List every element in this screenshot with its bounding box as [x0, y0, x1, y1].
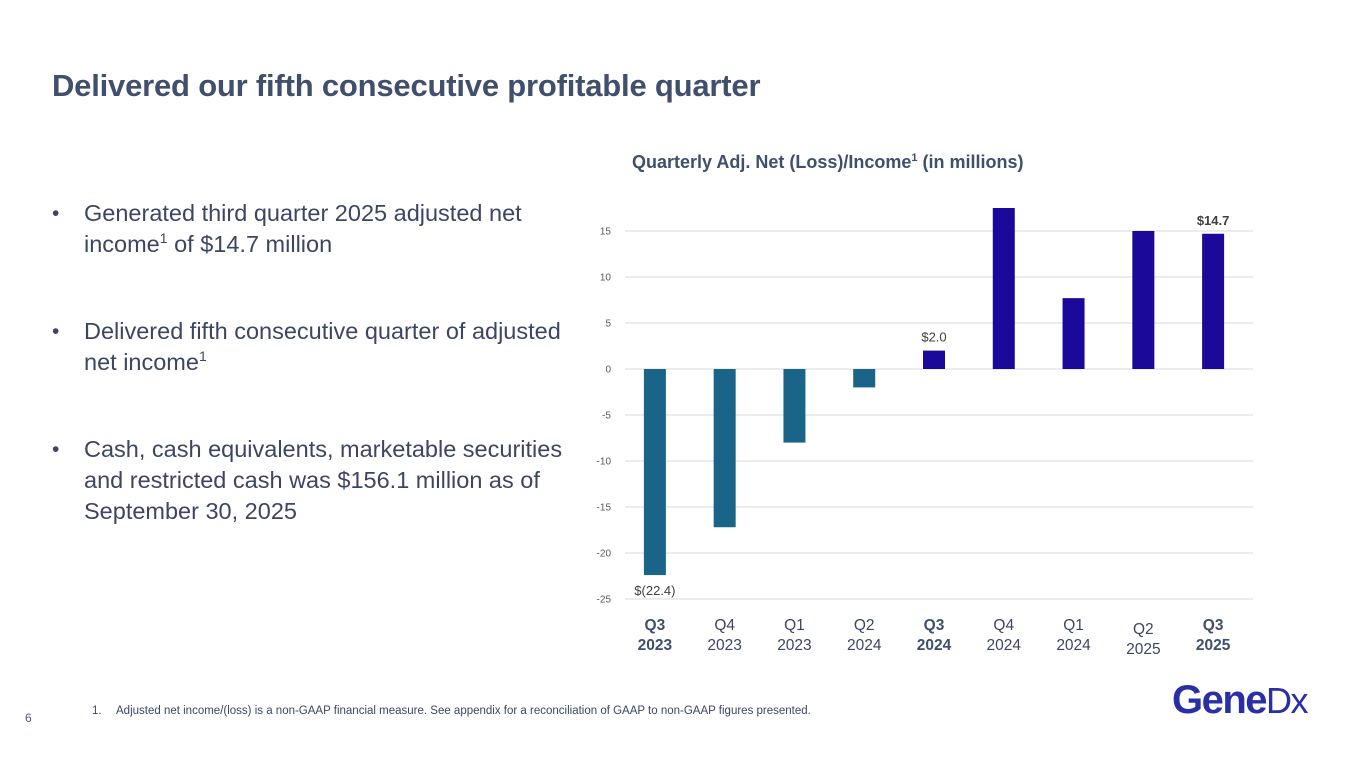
bullet-text: Generated third quarter 2025 adjusted ne…	[84, 200, 522, 257]
y-tick-label: 10	[600, 273, 612, 284]
bullet-list: • Generated third quarter 2025 adjusted …	[52, 198, 572, 583]
y-tick-label: 15	[600, 227, 612, 238]
bar	[713, 369, 736, 528]
bar	[992, 208, 1015, 369]
y-tick-label: 0	[605, 365, 611, 376]
x-category-quarter: Q3	[1203, 617, 1224, 634]
x-category-year: 2025	[1196, 637, 1231, 654]
bar	[643, 369, 666, 576]
x-category-year: 2024	[987, 637, 1022, 654]
x-category-quarter: Q2	[854, 617, 875, 634]
data-label: $2.0	[921, 330, 946, 345]
chart-title-main: Quarterly Adj. Net (Loss)/Income	[632, 152, 912, 172]
y-tick-label: -5	[602, 411, 611, 422]
chart-title: Quarterly Adj. Net (Loss)/Income1 (in mi…	[632, 152, 1024, 173]
x-category-quarter: Q4	[714, 617, 735, 634]
footnote: 1. Adjusted net income/(loss) is a non-GA…	[92, 705, 811, 717]
bar	[1202, 233, 1225, 369]
bullet-item: • Delivered fifth consecutive quarter of…	[52, 316, 572, 378]
genedx-logo: GeneDx	[1172, 678, 1309, 723]
x-category-year: 2023	[707, 637, 741, 654]
bar	[1132, 231, 1155, 369]
bar	[923, 350, 945, 369]
x-category-year: 2024	[917, 637, 952, 654]
y-tick-label: -10	[597, 457, 612, 468]
x-category-year: 2024	[847, 637, 882, 654]
data-label: $(22.4)	[634, 583, 675, 598]
logo-text-tail: Dx	[1266, 680, 1309, 721]
footnote-text: Adjusted net income/(loss) is a non-GAAP…	[116, 705, 811, 717]
footnote-ref: 1	[198, 348, 207, 365]
bullet-item: • Generated third quarter 2025 adjusted …	[52, 198, 572, 260]
bullet-text-tail: of $14.7 million	[167, 231, 333, 257]
y-tick-label: -15	[597, 503, 612, 514]
footnote-ref: 1	[159, 230, 168, 247]
x-category-year: 2023	[638, 637, 673, 654]
y-tick-label: -25	[597, 595, 612, 606]
data-label: $14.7	[1197, 213, 1230, 228]
x-category-quarter: Q2	[1133, 621, 1154, 638]
x-category-quarter: Q4	[993, 617, 1014, 634]
chart-title-tail: (in millions)	[917, 152, 1024, 172]
y-tick-label: -20	[597, 549, 612, 560]
logo-text: Gene	[1172, 678, 1268, 722]
bullet-text: Delivered fifth consecutive quarter of a…	[84, 318, 561, 375]
footnote-number: 1.	[92, 705, 102, 717]
bullet-dot-icon: •	[52, 202, 60, 225]
bar	[783, 369, 806, 443]
bar	[1062, 298, 1085, 369]
page-title: Delivered our fifth consecutive profitab…	[52, 68, 761, 103]
footnote-ref: 1	[911, 152, 918, 164]
x-category-quarter: Q1	[784, 617, 805, 634]
bullet-dot-icon: •	[52, 438, 60, 461]
bar	[853, 369, 876, 388]
x-category-quarter: Q3	[924, 617, 945, 634]
bullet-item: • Cash, cash equivalents, marketable sec…	[52, 434, 572, 527]
x-category-year: 2024	[1056, 637, 1091, 654]
x-category-quarter: Q3	[645, 617, 666, 634]
bullet-dot-icon: •	[52, 320, 60, 343]
y-tick-label: 5	[605, 319, 611, 330]
x-category-quarter: Q1	[1063, 617, 1084, 634]
page-number: 6	[25, 711, 32, 725]
x-category-year: 2023	[777, 637, 811, 654]
x-category-year: 2025	[1126, 641, 1160, 658]
bullet-text: Cash, cash equivalents, marketable secur…	[84, 436, 563, 524]
